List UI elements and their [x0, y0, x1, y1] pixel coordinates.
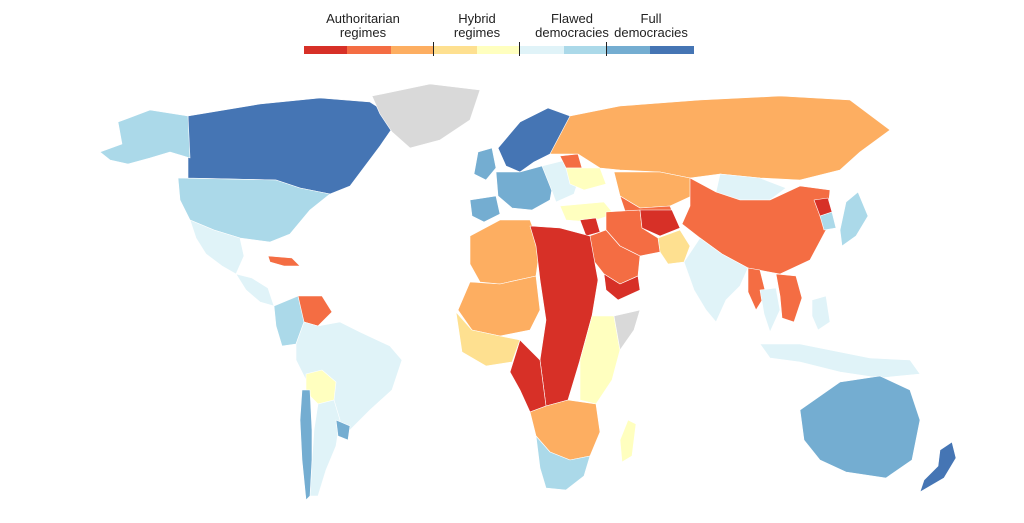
region-thailand — [759, 287, 781, 333]
region-south-africa — [535, 435, 591, 491]
region-korea — [819, 211, 837, 231]
region-argentina — [309, 399, 341, 497]
world-map — [99, 83, 957, 501]
legend-swatch-2 — [390, 46, 434, 54]
legend-swatch-1 — [347, 46, 391, 54]
region-west-africa — [455, 311, 521, 367]
region-madagascar — [619, 419, 637, 463]
legend-swatch-7 — [607, 46, 651, 54]
region-ukraine — [565, 167, 607, 191]
map-legend: Authoritarian regimes Hybrid regimes Fla… — [300, 8, 700, 60]
region-sahel — [457, 275, 541, 337]
region-philippines — [811, 295, 831, 331]
region-turkey — [559, 201, 615, 223]
legend-color-scale — [304, 46, 694, 54]
region-uruguay — [335, 419, 351, 441]
region-iberia — [469, 195, 501, 223]
legend-swatch-6 — [563, 46, 608, 54]
region-indonesia — [759, 343, 921, 379]
legend-label-authoritarian: Authoritarian regimes — [326, 11, 400, 40]
region-indochina — [775, 273, 803, 323]
region-australia — [799, 375, 921, 479]
region-india — [683, 237, 749, 323]
legend-label-hybrid: Hybrid regimes — [453, 11, 501, 40]
legend-label-flawed: Flawed democracies — [535, 11, 609, 40]
legend-divider-3 — [606, 42, 607, 56]
legend-swatch-3 — [433, 46, 478, 54]
region-greenland — [371, 83, 481, 149]
legend-swatch-4 — [477, 46, 521, 54]
legend-divider-2 — [519, 42, 520, 56]
region-cuba — [267, 255, 301, 267]
legend-label-full: Full democracies — [614, 11, 688, 40]
region-central-america — [235, 273, 275, 307]
region-horn — [613, 309, 641, 351]
region-new-zealand — [919, 441, 957, 493]
region-alaska — [99, 109, 191, 165]
region-china — [681, 177, 831, 275]
region-chile — [299, 389, 313, 501]
region-yemen — [603, 273, 641, 301]
legend-swatch-8 — [650, 46, 694, 54]
region-japan — [839, 191, 869, 247]
region-afghanistan — [639, 209, 681, 237]
region-maghreb — [469, 219, 541, 285]
region-uk — [473, 147, 497, 181]
region-usa — [177, 177, 331, 243]
legend-swatch-5 — [520, 46, 564, 54]
legend-divider-1 — [433, 42, 434, 56]
region-russia — [549, 95, 891, 181]
region-syria — [579, 217, 601, 237]
legend-swatch-0 — [304, 46, 348, 54]
region-western-europe — [495, 165, 555, 211]
